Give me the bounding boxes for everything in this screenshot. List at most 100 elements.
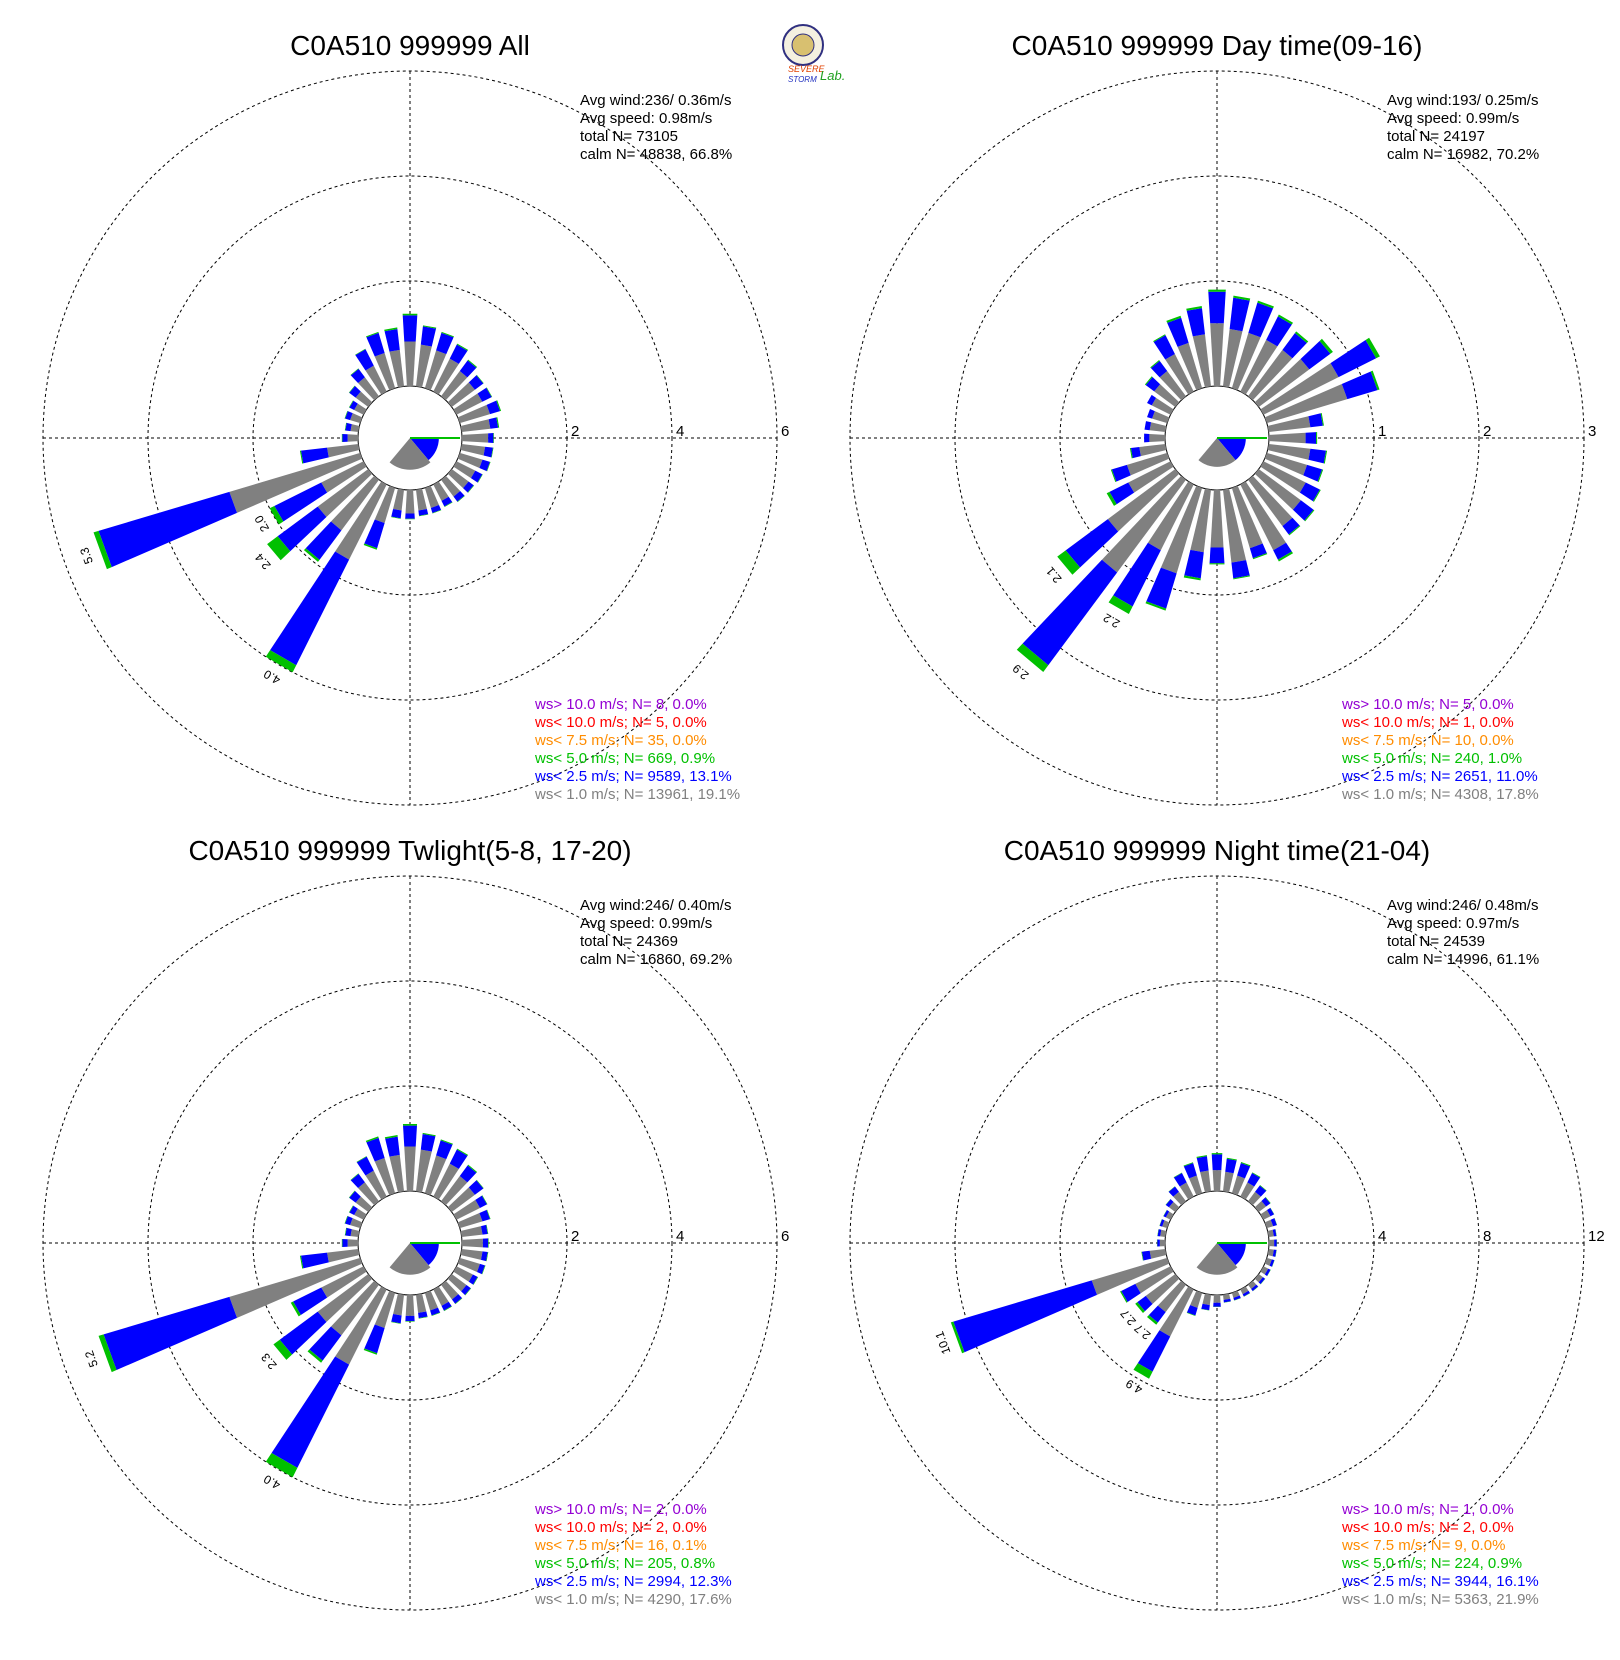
calm-wedge-gray [389, 438, 431, 470]
sector-bar-gray [1231, 485, 1263, 549]
stats-line: Avg wind:236/ 0.36m/s [580, 92, 731, 109]
sector-bar-green [391, 516, 401, 519]
sector-bar-gray [457, 1257, 480, 1272]
sector-bar-gray [1264, 383, 1348, 424]
sector-bar-blue [271, 1356, 350, 1468]
sector-bar-gray [1240, 1182, 1255, 1200]
sector-bar-blue [459, 1165, 477, 1183]
sector-bar-gray [457, 404, 491, 424]
sector-bar-green [348, 1190, 356, 1198]
sector-bar-blue [1201, 1303, 1210, 1311]
sector-bar-blue [274, 482, 328, 522]
sector-bar-blue [1186, 1305, 1198, 1316]
sector-value-label: 2.1 [1043, 564, 1065, 586]
sector-bar-blue [384, 328, 400, 352]
sector-bar-gray [350, 424, 360, 433]
sector-bar-gray [358, 1182, 379, 1206]
stats-line: total N= 24539 [1387, 933, 1485, 950]
sector-bar-green [1233, 295, 1251, 301]
sector-bar-blue [1147, 394, 1157, 406]
sector-bar-gray [453, 461, 476, 479]
sector-bar-gray [1268, 432, 1306, 444]
sector-bar-green [1106, 491, 1117, 506]
sector-bar-blue [475, 1195, 488, 1208]
sector-bar-gray [441, 1280, 459, 1300]
sector-bar-gray [330, 475, 379, 531]
sector-bar-gray [317, 469, 373, 518]
sector-bar-green [493, 433, 494, 443]
sector-bar-gray [229, 1257, 363, 1318]
sector-bar-green [1252, 1172, 1261, 1178]
sector-bar-green [1304, 509, 1315, 522]
sector-bar-gray [1240, 1286, 1249, 1295]
sector-bar-green [341, 1238, 343, 1248]
sector-bar-blue [1282, 333, 1307, 359]
sector-value-label: 4.0 [261, 1472, 283, 1493]
sector-bar-green [1166, 315, 1182, 323]
sector-bar-blue [1159, 1219, 1165, 1227]
sector-bar-blue [1300, 340, 1331, 370]
sector-bar-green [1365, 337, 1380, 359]
sector-bar-green [1259, 1185, 1267, 1191]
sector-bar-green [486, 1224, 489, 1235]
sector-bar-blue [482, 1238, 489, 1248]
sector-bar-green [1288, 525, 1301, 536]
sector-bar-gray [1240, 339, 1278, 395]
sector-bar-blue [1209, 547, 1225, 564]
sector-bar-gray [453, 1199, 480, 1220]
sector-bar-gray [1159, 1286, 1194, 1337]
sector-value-label: 2.4 [252, 550, 274, 572]
sector-bar-gray [1260, 1210, 1271, 1220]
sector-bar-green [290, 1301, 301, 1317]
sector-bar-gray [1248, 475, 1293, 527]
sector-bar-green [1270, 1207, 1275, 1215]
sector-bar-gray [1190, 1290, 1203, 1308]
legend-entry: ws< 7.5 m/s; N= 9, 0.0% [1341, 1537, 1505, 1554]
sector-bar-gray [447, 1274, 467, 1292]
sector-bar-green [350, 368, 359, 376]
stats-line: Avg speed: 0.99m/s [580, 915, 712, 932]
sector-bar-green [418, 1316, 428, 1319]
sector-bar-gray [1264, 1219, 1274, 1229]
sector-bar-gray [1267, 416, 1311, 433]
sector-bar-blue [481, 1224, 488, 1235]
sector-bar-blue [1144, 433, 1150, 443]
sector-bar-green [457, 495, 465, 503]
sector-bar-blue [1168, 1186, 1179, 1197]
sector-bar-blue [479, 459, 491, 472]
sector-bar-green [481, 1195, 488, 1205]
sector-bar-gray [415, 1149, 432, 1193]
sector-value-label: 2.3 [258, 1350, 280, 1372]
sector-bar-blue [349, 1191, 361, 1203]
sector-bar-green [1183, 575, 1201, 581]
sector-bar-gray [460, 419, 491, 433]
sector-bar-gray [355, 391, 373, 407]
sector-value-label: 5.2 [82, 1348, 101, 1369]
sector-bar-gray [365, 365, 387, 395]
sector-bar-blue [345, 1227, 352, 1237]
sector-bar-blue [1213, 1302, 1221, 1307]
sector-bar-blue [300, 447, 329, 464]
sector-bar-gray [460, 1248, 483, 1260]
logo-text-storm: STORM [788, 75, 817, 84]
sector-bar-blue [1225, 1158, 1237, 1174]
legend-entry: ws< 7.5 m/s; N= 35, 0.0% [534, 732, 707, 749]
sector-bar-blue [293, 1287, 328, 1315]
sector-bar-green [1271, 1260, 1275, 1267]
sector-bar-blue [1255, 1185, 1267, 1197]
sector-bar-blue [356, 1156, 374, 1176]
legend-entry: ws> 10.0 m/s; N= 8, 0.0% [534, 696, 707, 713]
sector-value-label: 2.9 [1010, 661, 1032, 683]
sector-bar-blue [1292, 500, 1314, 521]
sector-bar-gray [1162, 1220, 1170, 1229]
sector-bar-gray [1139, 443, 1167, 457]
sector-bar-green [432, 509, 442, 514]
sector-bar-gray [1248, 1191, 1261, 1206]
sector-bar-blue [418, 509, 429, 516]
sector-bar-gray [405, 1294, 415, 1316]
sector-bar-gray [1168, 1201, 1180, 1212]
sector-bar-green [1243, 1292, 1251, 1297]
sector-bar-green [1159, 1219, 1163, 1226]
stats-line: total N= 73105 [580, 128, 678, 145]
legend-entry: ws< 5.0 m/s; N= 205, 0.8% [534, 1555, 715, 1572]
